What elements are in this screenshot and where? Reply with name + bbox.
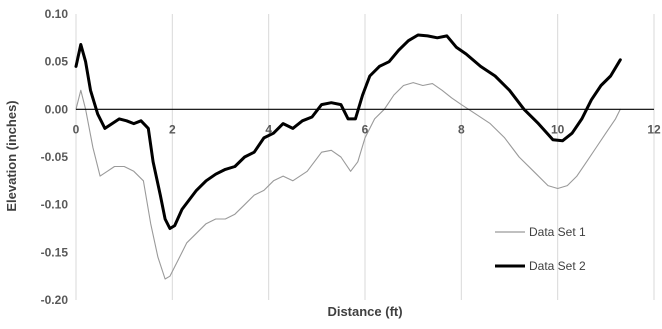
legend-label-data-set-2: Data Set 2 [529,259,586,273]
x-tick-label: 10 [551,122,565,136]
y-tick-label: -0.15 [41,245,69,259]
series-line-data-set-1 [75,82,621,280]
x-tick-label: 6 [362,122,369,136]
y-tick-label: 0.10 [45,7,69,21]
series-layer [74,33,622,280]
y-axis-title: Elevation (inches) [4,100,19,211]
x-tick-label: 0 [73,122,80,136]
y-tick-label: -0.20 [41,293,69,307]
y-tick-label: 0.05 [45,55,69,69]
x-tick-label: 4 [265,122,272,136]
legend-label-data-set-1: Data Set 1 [529,225,586,239]
x-tick-label: 2 [169,122,176,136]
y-tick-label: 0.00 [45,102,69,116]
grid [75,14,655,300]
axes: 0 2 4 6 8 10 12 0.10 0.05 0.00 -0.05 -0.10 -0.15 -0.2… [41,7,661,307]
y-tick-label: -0.05 [41,150,69,164]
x-tick-label: 12 [647,122,661,136]
series-line-data-set-2 [74,33,622,230]
x-tick-label: 8 [458,122,465,136]
legend: Data Set 1 Data Set 2 [495,225,586,273]
x-axis-title: Distance (ft) [327,304,402,319]
y-tick-label: -0.10 [41,198,69,212]
